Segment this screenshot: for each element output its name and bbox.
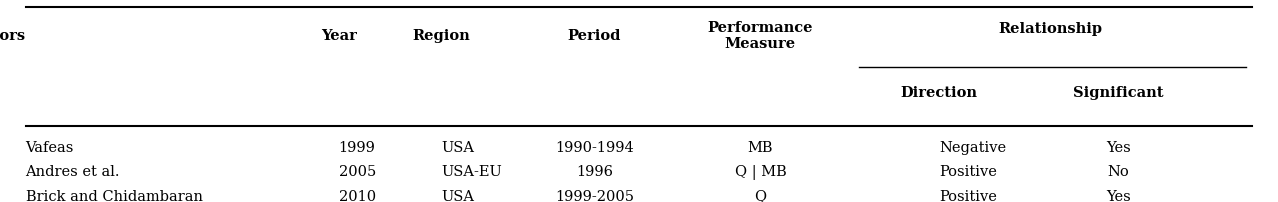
Text: Positive: Positive [939,164,997,178]
Text: Authors: Authors [0,29,26,42]
Text: USA: USA [441,189,474,202]
Text: Significant: Significant [1074,85,1163,99]
Text: MB: MB [748,140,773,154]
Text: Q | MB: Q | MB [735,164,786,179]
Text: Relationship: Relationship [998,22,1103,36]
Text: USA-EU: USA-EU [441,164,502,178]
Text: Vafeas: Vafeas [26,140,74,154]
Text: Year: Year [321,29,357,42]
Text: USA: USA [441,140,474,154]
Text: 1999: 1999 [339,140,376,154]
Text: 2010: 2010 [339,189,376,202]
Text: 1996: 1996 [576,164,612,178]
Text: Andres et al.: Andres et al. [26,164,120,178]
Text: Yes: Yes [1105,189,1131,202]
Text: Period: Period [567,29,621,42]
Text: Negative: Negative [939,140,1007,154]
Text: Direction: Direction [901,85,978,99]
Text: Region: Region [412,29,470,42]
Text: Performance
Measure: Performance Measure [708,21,813,50]
Text: Yes: Yes [1105,140,1131,154]
Text: 2005: 2005 [339,164,376,178]
Text: Brick and Chidambaran: Brick and Chidambaran [26,189,202,202]
Text: No: No [1107,164,1130,178]
Text: Q: Q [754,189,767,202]
Text: 1990-1994: 1990-1994 [555,140,634,154]
Text: 1999-2005: 1999-2005 [555,189,634,202]
Text: Positive: Positive [939,189,997,202]
